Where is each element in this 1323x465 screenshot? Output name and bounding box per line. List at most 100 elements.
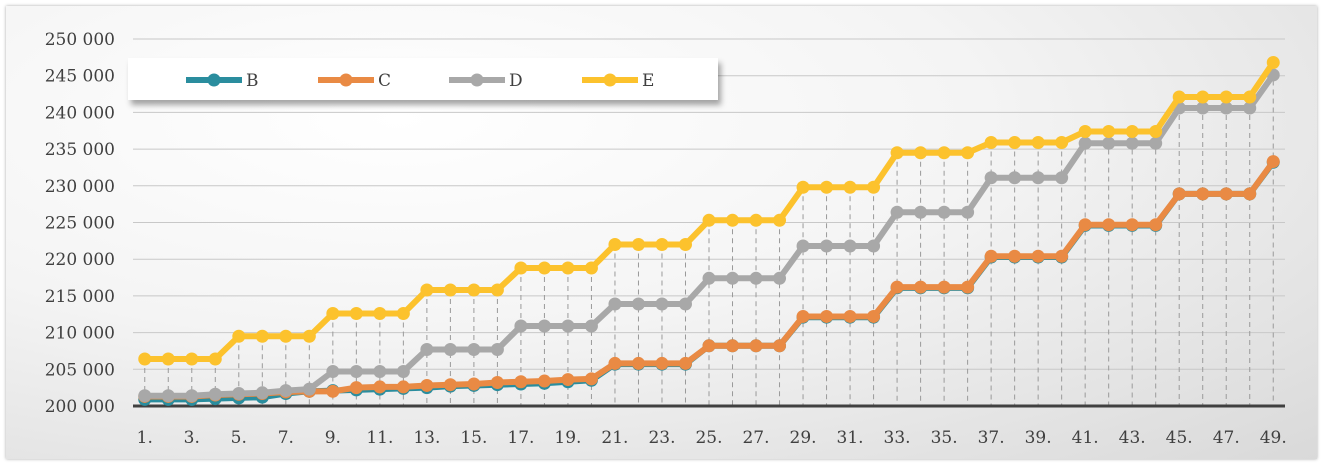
legend-label: C [378,71,391,91]
x-tick-label: 39. [1025,428,1052,448]
data-point [138,389,152,403]
data-point [1219,90,1233,104]
data-point [890,146,904,160]
data-point [1196,90,1210,104]
x-tick-label: 35. [931,428,958,448]
data-point [631,238,645,252]
x-tick-label: 31. [837,428,864,448]
data-point [537,374,551,388]
data-point [773,213,787,227]
x-tick-label: 33. [884,428,911,448]
data-point [843,239,857,253]
data-point [749,271,763,285]
series-E [138,55,1280,366]
x-tick-label: 47. [1213,428,1240,448]
data-point [584,319,598,333]
data-point [490,342,504,356]
y-tick-label: 205 000 [45,360,115,380]
data-point [1031,135,1045,149]
data-point [1196,187,1210,201]
data-point [1243,101,1257,115]
data-point [1008,249,1022,263]
y-tick-label: 240 000 [45,103,115,123]
data-point [726,339,740,353]
data-point [279,329,293,343]
legend-label: D [509,71,523,91]
data-point [420,342,434,356]
data-point [773,271,787,285]
data-point [867,309,881,323]
data-point [961,205,975,219]
legend-swatch-marker [339,73,353,87]
data-point [1078,218,1092,232]
data-point [796,239,810,253]
data-point [326,384,340,398]
legend-swatch-marker [207,73,221,87]
series-C [138,155,1280,403]
data-point [867,239,881,253]
data-point [655,356,669,370]
data-point [961,280,975,294]
data-point [255,329,269,343]
data-point [1055,249,1069,263]
data-point [326,365,340,379]
data-point [749,339,763,353]
y-tick-label: 220 000 [45,250,115,270]
data-point [396,365,410,379]
data-point [208,387,222,401]
x-tick-label: 19. [554,428,581,448]
x-tick-label: 5. [231,428,247,448]
legend-label: E [642,71,654,91]
data-point [537,261,551,275]
data-point [1031,171,1045,185]
data-point [1125,136,1139,150]
data-point [373,380,387,394]
data-point [937,205,951,219]
x-tick-label: 43. [1119,428,1146,448]
series-group [138,55,1280,406]
data-point [584,261,598,275]
data-point [302,329,316,343]
data-point [1125,218,1139,232]
data-point [890,280,904,294]
data-point [373,365,387,379]
data-point [1102,218,1116,232]
data-point [655,297,669,311]
series-D [138,68,1280,403]
data-point [467,342,481,356]
data-point [820,239,834,253]
data-point [490,283,504,297]
data-point [514,261,528,275]
data-point [561,373,575,387]
y-tick-label: 235 000 [45,140,115,160]
data-point [820,180,834,194]
data-point [443,378,457,392]
data-point [420,378,434,392]
data-point [796,309,810,323]
data-point [1008,171,1022,185]
y-tick-label: 245 000 [45,67,115,87]
data-point [749,213,763,227]
data-point [279,384,293,398]
data-point [631,297,645,311]
data-point [302,382,316,396]
data-point [1031,249,1045,263]
data-point [608,238,622,252]
data-point [984,171,998,185]
data-point [608,356,622,370]
data-point [161,352,175,366]
data-point [185,352,199,366]
x-tick-label: 29. [790,428,817,448]
data-point [1266,55,1280,69]
data-point [1266,155,1280,169]
x-tick-label: 3. [184,428,200,448]
x-tick-label: 49. [1260,428,1287,448]
x-tick-label: 7. [278,428,294,448]
data-point [843,180,857,194]
data-point [1219,101,1233,115]
data-point [1008,135,1022,149]
legend-swatch-marker [603,73,617,87]
data-point [726,213,740,227]
data-point [1078,124,1092,138]
x-tick-label: 11. [366,428,393,448]
